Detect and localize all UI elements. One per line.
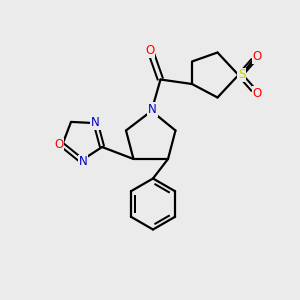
Text: S: S: [238, 68, 245, 82]
Text: O: O: [54, 139, 63, 152]
Text: N: N: [91, 116, 100, 129]
Text: N: N: [148, 103, 157, 116]
Text: N: N: [79, 155, 87, 169]
Text: O: O: [146, 44, 154, 57]
Text: O: O: [253, 50, 262, 63]
Text: O: O: [253, 87, 262, 100]
